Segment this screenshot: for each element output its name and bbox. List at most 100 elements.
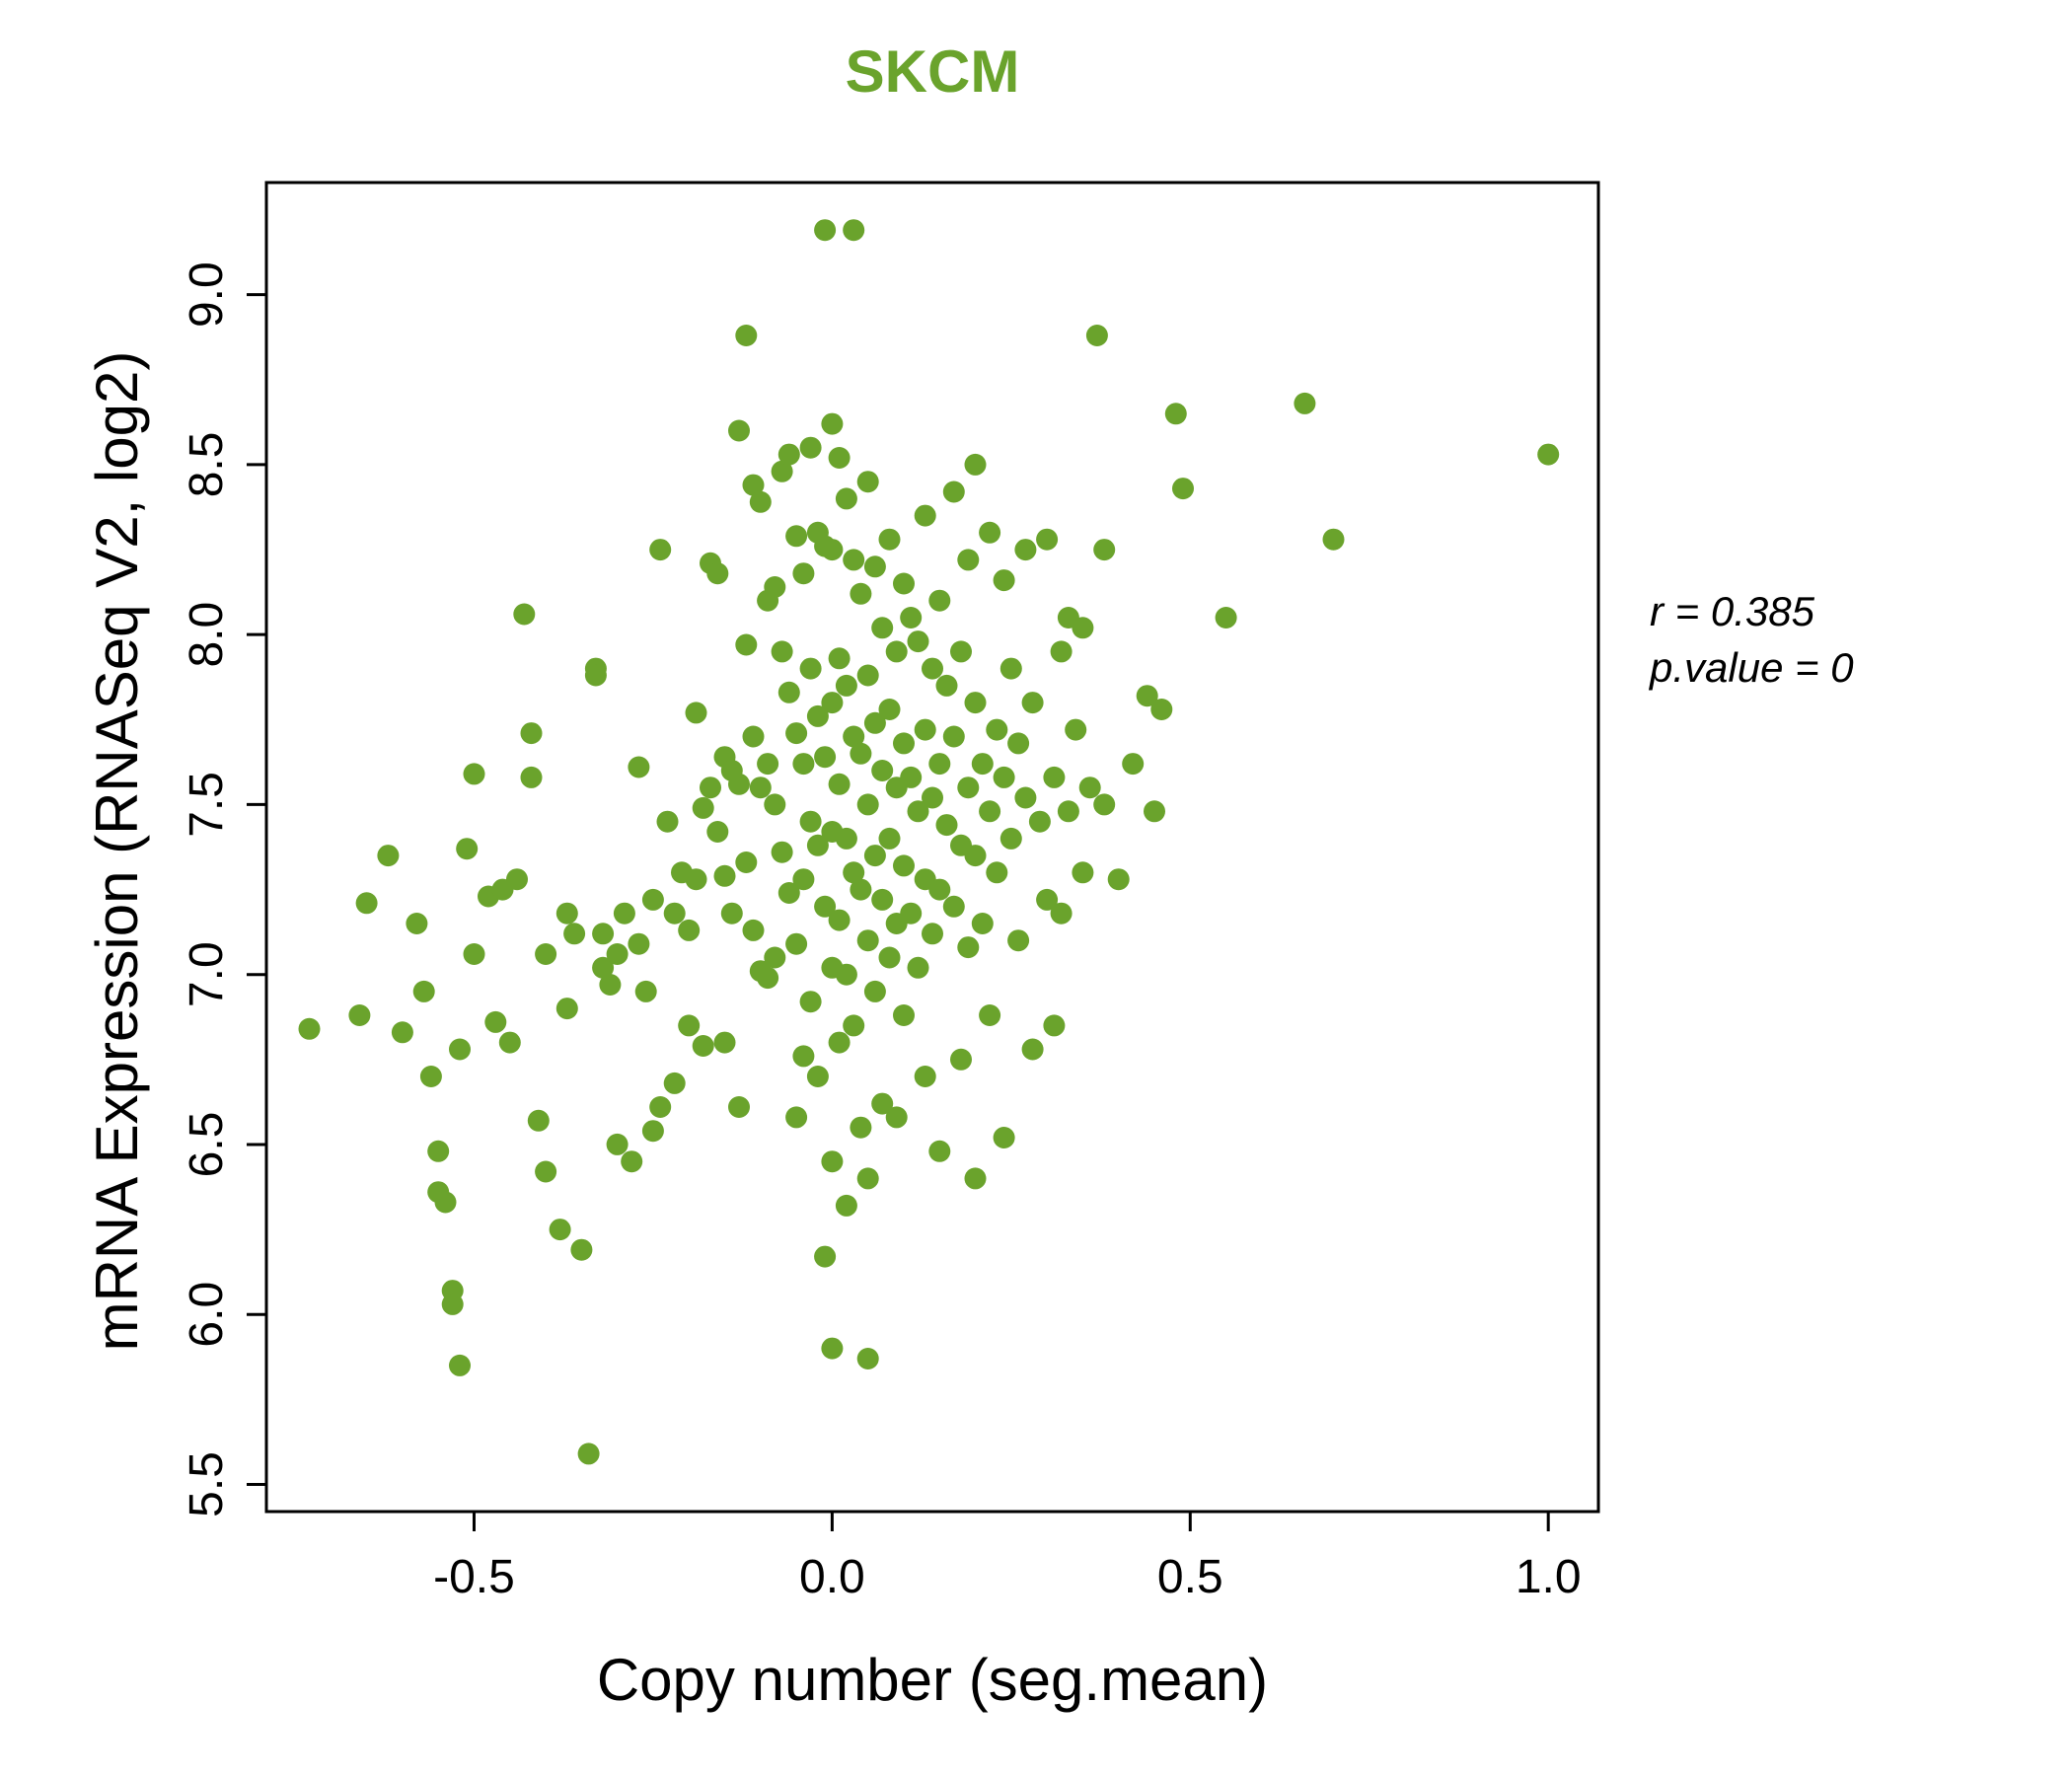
data-point [993, 1127, 1015, 1148]
data-point [685, 702, 707, 724]
data-point [785, 932, 808, 955]
data-point [584, 664, 607, 687]
data-point [856, 1167, 879, 1190]
correlation-annotation: r = 0.385 p.value = 0 [1650, 584, 1854, 696]
data-point [1136, 685, 1158, 707]
data-point [406, 913, 428, 934]
data-point [506, 868, 528, 891]
data-point [764, 576, 786, 598]
data-point [922, 923, 943, 945]
data-point [856, 664, 879, 687]
data-point [692, 1035, 714, 1057]
data-point [806, 834, 829, 856]
data-point [641, 888, 664, 911]
data-point [513, 603, 536, 626]
data-point [678, 1014, 701, 1037]
data-point [835, 674, 857, 697]
data-point [592, 956, 615, 979]
data-point [950, 640, 972, 663]
data-point [878, 827, 901, 850]
data-point [599, 974, 622, 996]
data-point [935, 814, 958, 837]
data-point [391, 1021, 413, 1044]
data-point [771, 460, 793, 482]
data-point [942, 481, 965, 503]
data-point [785, 1106, 808, 1129]
data-point [821, 539, 844, 561]
data-point [1057, 800, 1079, 823]
data-point [628, 756, 650, 778]
data-point [999, 657, 1022, 680]
data-point [843, 1014, 865, 1037]
data-point [957, 549, 980, 571]
data-point [785, 525, 808, 548]
data-point [828, 1031, 851, 1054]
data-point [706, 821, 729, 843]
data-point [1065, 718, 1087, 741]
y-tick-label: 7.0 [181, 941, 233, 1007]
data-point [535, 1160, 557, 1183]
data-point [964, 1167, 987, 1190]
chart-title: SKCM [845, 38, 1020, 105]
data-point [885, 1106, 908, 1129]
data-point [577, 1443, 600, 1465]
data-point [463, 943, 485, 965]
data-point [821, 692, 844, 714]
data-point [463, 763, 485, 785]
data-point [928, 878, 951, 901]
data-point [728, 419, 750, 442]
data-point [377, 845, 400, 867]
y-tick-label: 7.5 [181, 772, 233, 838]
x-tick-label: 0.5 [1157, 1551, 1223, 1603]
data-point [964, 845, 987, 867]
data-point [1537, 443, 1560, 466]
data-point [757, 967, 779, 990]
data-point [828, 647, 851, 670]
data-point [628, 932, 650, 955]
data-point [771, 640, 793, 663]
data-point [1215, 607, 1237, 629]
data-point [814, 746, 837, 769]
data-point [850, 742, 872, 765]
y-tick-label: 6.0 [181, 1282, 233, 1348]
data-point [484, 1010, 507, 1033]
data-point [821, 1150, 844, 1173]
data-point [355, 892, 378, 915]
data-point [878, 699, 901, 720]
data-point [871, 617, 894, 639]
data-point [863, 555, 886, 578]
data-point [735, 851, 758, 873]
data-point [592, 923, 615, 945]
data-point [613, 902, 635, 925]
data-point [922, 786, 943, 809]
data-point [1007, 929, 1030, 952]
data-point [735, 633, 758, 656]
data-point [835, 827, 857, 850]
data-point [907, 630, 929, 653]
data-point [728, 773, 750, 795]
data-point [1172, 478, 1194, 500]
data-point [993, 569, 1015, 592]
data-point [814, 219, 837, 242]
data-point [713, 1031, 736, 1054]
data-point [535, 943, 557, 965]
data-point [1144, 800, 1165, 823]
data-point [663, 1072, 686, 1094]
data-point [1021, 692, 1044, 714]
data-point [1050, 902, 1073, 925]
data-point [799, 991, 822, 1013]
data-point [1050, 640, 1073, 663]
x-tick-label: 1.0 [1516, 1551, 1582, 1603]
data-point [900, 902, 923, 925]
data-point [863, 980, 886, 1002]
data-point [850, 1116, 872, 1139]
data-point [742, 474, 765, 496]
data-point [570, 1238, 593, 1261]
data-point [1072, 861, 1094, 884]
data-point [835, 1194, 857, 1217]
data-point [799, 436, 822, 459]
data-point [441, 1293, 464, 1315]
data-point [1036, 888, 1059, 911]
data-point [979, 1004, 1001, 1026]
